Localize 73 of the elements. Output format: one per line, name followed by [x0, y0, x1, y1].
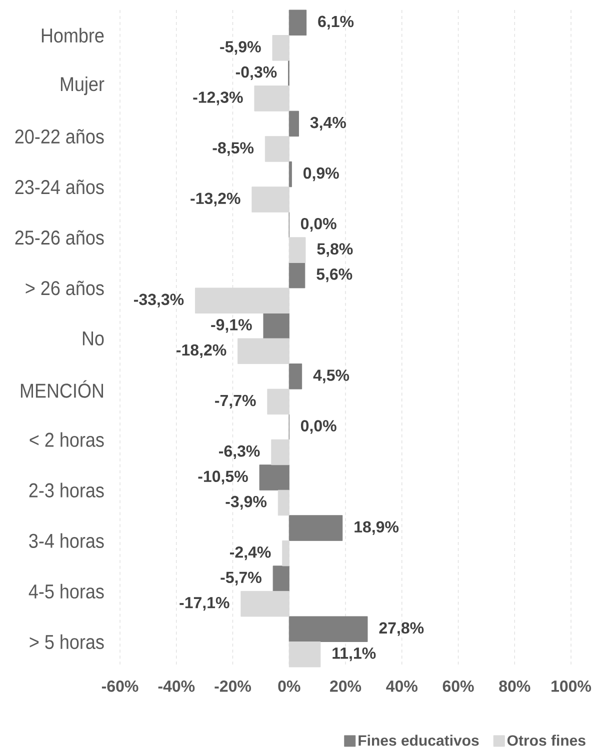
bar — [288, 262, 306, 288]
bar — [288, 364, 302, 390]
data-label: -2,4% — [230, 546, 271, 560]
bar — [272, 566, 290, 592]
y-tick-label: 3-4 horas — [29, 533, 104, 548]
bar — [272, 35, 290, 61]
bar — [288, 110, 299, 137]
bar — [288, 161, 292, 188]
bar — [267, 388, 290, 415]
bar — [288, 515, 343, 541]
bar — [288, 616, 368, 642]
data-label: -17,1% — [180, 597, 230, 611]
data-label: -0,3% — [236, 66, 277, 80]
data-label: -5,7% — [220, 572, 262, 586]
x-tick-label: 80% — [499, 680, 530, 692]
legend-label: Otros fines — [507, 734, 586, 746]
bar — [240, 590, 290, 617]
x-tick-label: 100% — [552, 680, 592, 692]
legend-label: Fines educativos — [358, 734, 479, 746]
data-label: -18,2% — [176, 344, 226, 358]
bar — [282, 540, 290, 566]
data-label: 18,9% — [354, 521, 399, 535]
data-label: -5,9% — [220, 41, 261, 55]
data-label: -13,2% — [190, 192, 240, 206]
data-label: 27,8% — [379, 622, 424, 636]
y-tick-label: > 5 horas — [30, 634, 104, 650]
y-tick-label: 20-22 años — [15, 129, 104, 144]
data-label: -8,5% — [212, 142, 254, 156]
y-tick-label: MENCIÓN — [20, 380, 104, 398]
x-tick-label: 60% — [442, 680, 474, 692]
x-tick-label: 0% — [278, 680, 300, 692]
data-label: -9,1% — [211, 319, 252, 333]
y-tick-label: 4-5 horas — [28, 584, 104, 599]
data-label: 11,1% — [332, 648, 376, 662]
data-label: 5,8% — [317, 243, 353, 257]
y-tick-label: Mujer — [60, 76, 104, 96]
x-tick-label: 20% — [330, 680, 362, 692]
bar — [288, 237, 306, 263]
x-tick-label: 40% — [386, 680, 418, 692]
bar — [259, 464, 290, 490]
y-tick-label: < 2 horas — [30, 432, 104, 447]
y-tick-label: 23-24 años — [15, 180, 104, 194]
y-tick-label: No — [82, 332, 104, 346]
data-label: 3,4% — [310, 116, 346, 131]
y-tick-label: Hombre — [42, 28, 104, 43]
bar — [271, 439, 290, 466]
bar — [263, 312, 290, 339]
bar — [288, 10, 307, 36]
bar — [278, 490, 290, 516]
data-label: 5,6% — [316, 268, 352, 282]
data-label: -3,9% — [226, 496, 267, 510]
bar — [264, 136, 290, 162]
data-label: 0,0% — [300, 218, 336, 232]
bar — [195, 288, 290, 314]
bar — [254, 86, 290, 112]
data-label: -12,3% — [193, 92, 243, 106]
data-label: -33,3% — [134, 294, 184, 308]
y-tick-label: 25-26 años — [15, 230, 104, 245]
x-tick-label: -40% — [158, 680, 195, 692]
x-tick-label: -60% — [102, 680, 138, 692]
data-label: -7,7% — [215, 394, 256, 408]
data-label: 6,1% — [318, 16, 354, 30]
data-label: 0,0% — [300, 420, 336, 434]
data-label: 0,9% — [304, 167, 339, 182]
bar — [252, 186, 290, 212]
data-label: 4,5% — [313, 370, 350, 384]
data-label: -10,5% — [198, 470, 248, 484]
data-label: -6,3% — [219, 445, 260, 460]
x-tick-label: -20% — [214, 680, 252, 692]
bar — [288, 641, 321, 668]
y-tick-label: > 26 años — [26, 280, 104, 296]
y-tick-label: 2-3 horas — [29, 482, 104, 498]
bar — [238, 338, 290, 364]
